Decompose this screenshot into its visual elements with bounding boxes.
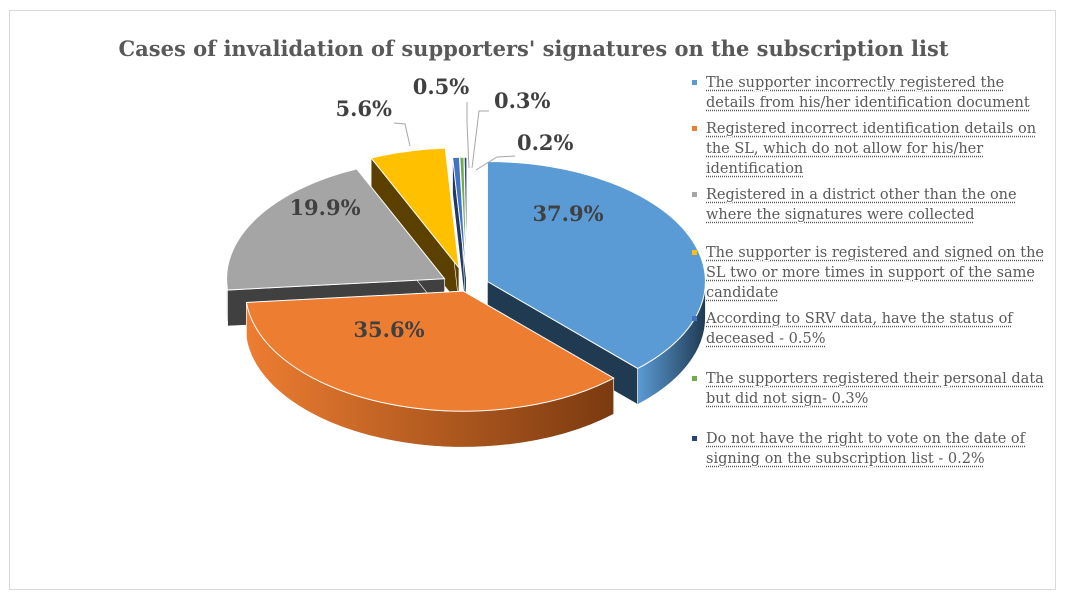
pie-slice xyxy=(486,161,706,370)
pie-slice xyxy=(245,290,615,412)
legend-label: Registered incorrect identification deta… xyxy=(706,121,1037,177)
legend-swatch xyxy=(692,80,697,85)
legend-label: The supporter incorrectly registered the… xyxy=(706,75,1030,111)
legend-item: According to SRV data, have the status o… xyxy=(690,309,1050,349)
legend-label: According to SRV data, have the status o… xyxy=(706,311,1013,347)
legend-label: Do not have the right to vote on the dat… xyxy=(706,431,1025,467)
leader-line xyxy=(466,102,470,169)
legend-swatch xyxy=(692,436,697,441)
data-label: 35.6% xyxy=(353,317,424,342)
pie-slice xyxy=(463,156,468,278)
legend-swatch xyxy=(692,250,697,255)
legend-item: The supporters registered their personal… xyxy=(690,369,1050,409)
legend-item: The supporter incorrectly registered the… xyxy=(690,73,1050,113)
data-label: 37.9% xyxy=(532,201,603,226)
data-label: 0.3% xyxy=(494,88,551,113)
legend-swatch xyxy=(692,316,697,321)
data-label: 0.2% xyxy=(517,130,574,155)
chart-legend: The supporter incorrectly registered the… xyxy=(690,73,1050,469)
pie-slice xyxy=(370,147,460,270)
legend-label: The supporter is registered and signed o… xyxy=(706,245,1044,301)
chart-title: Cases of invalidation of supporters' sig… xyxy=(118,36,949,61)
legend-swatch xyxy=(692,192,697,197)
legend-label: The supporters registered their personal… xyxy=(706,371,1044,407)
leader-line xyxy=(475,155,516,171)
legend-swatch xyxy=(692,376,697,381)
legend-item: The supporter is registered and signed o… xyxy=(690,243,1050,303)
data-label: 19.9% xyxy=(289,195,360,220)
legend-swatch xyxy=(692,126,697,131)
leader-line xyxy=(471,110,489,169)
leader-line xyxy=(393,122,411,147)
data-label: 5.6% xyxy=(336,96,393,121)
legend-item: Registered incorrect identification deta… xyxy=(690,119,1050,179)
legend-label: Registered in a district other than the … xyxy=(706,187,1017,223)
pie-slice xyxy=(226,168,446,291)
legend-item: Do not have the right to vote on the dat… xyxy=(690,429,1050,469)
data-label: 0.5% xyxy=(413,74,470,99)
pie-slice-tops xyxy=(226,147,706,412)
legend-item: Registered in a district other than the … xyxy=(690,185,1050,225)
